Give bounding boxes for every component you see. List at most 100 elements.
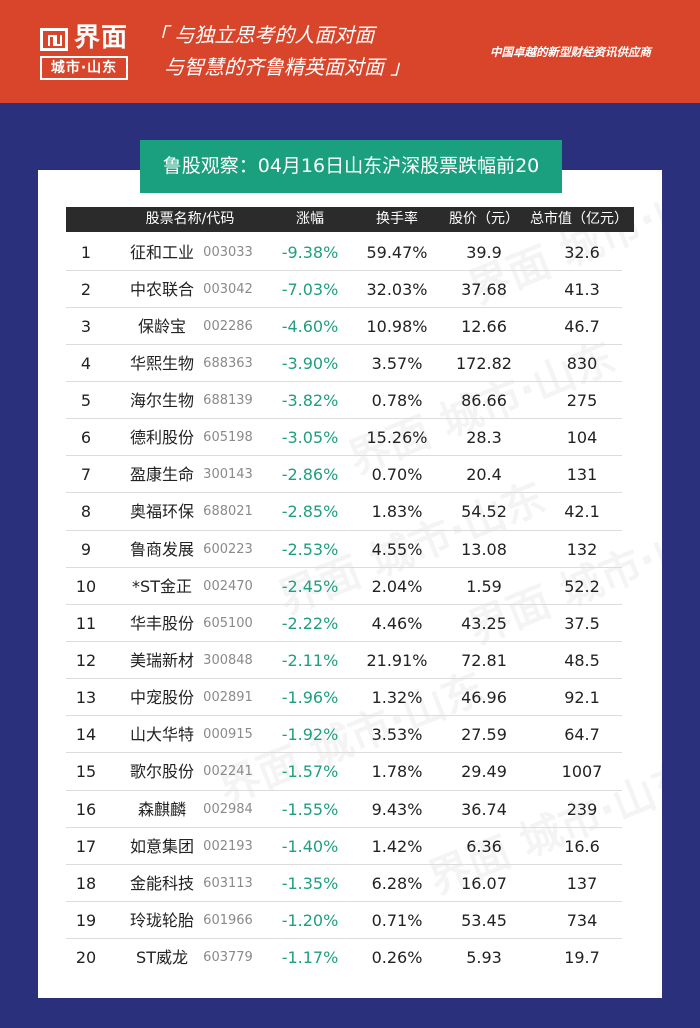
- turnover-cell: 0.78%: [371, 391, 423, 411]
- rank-cell: 5: [80, 391, 92, 411]
- rank-cell: 8: [80, 502, 92, 522]
- market-cap-cell: 275: [566, 391, 598, 411]
- turnover-cell: 1.83%: [371, 502, 423, 522]
- rank-cell: 7: [80, 465, 92, 485]
- stock-name: 鲁商发展: [129, 539, 194, 559]
- rank-cell: 20: [75, 948, 97, 968]
- change-cell: -3.82%: [281, 391, 339, 411]
- table-row: 19 玲珑轮胎 601966 -1.20% 0.71% 53.45 734: [0, 902, 700, 940]
- logo-subtitle: 城市·山东: [40, 56, 128, 80]
- price-cell: 20.4: [466, 465, 502, 485]
- change-cell: -1.35%: [281, 873, 339, 893]
- stock-code: 600223: [203, 541, 253, 557]
- table-header: 股票名称/代码 涨幅 换手率 股价（元） 总市值（亿元）: [66, 207, 634, 232]
- table-row: 17 如意集团 002193 -1.40% 1.42% 6.36 16.6: [0, 828, 700, 866]
- change-cell: -2.45%: [281, 576, 339, 596]
- rank-cell: 18: [75, 873, 97, 893]
- change-cell: -3.05%: [281, 428, 339, 448]
- price-cell: 28.3: [466, 428, 502, 448]
- turnover-cell: 32.03%: [366, 279, 428, 299]
- rank-cell: 14: [75, 725, 97, 745]
- change-cell: -2.22%: [281, 613, 339, 633]
- stock-code: 002241: [203, 764, 253, 780]
- rank-cell: 17: [75, 836, 97, 856]
- turnover-cell: 4.55%: [371, 539, 423, 559]
- page-title: 鲁股观察：04月16日山东沪深股票跌幅前20: [140, 140, 562, 193]
- stock-code: 002470: [203, 578, 253, 594]
- price-cell: 27.59: [461, 725, 507, 745]
- market-cap-cell: 32.6: [564, 242, 600, 262]
- market-cap-cell: 64.7: [564, 725, 600, 745]
- stock-code: 603779: [203, 950, 253, 966]
- stock-code: 002193: [203, 838, 253, 854]
- price-cell: 39.9: [466, 242, 502, 262]
- rank-cell: 2: [80, 279, 92, 299]
- price-cell: 6.36: [466, 836, 502, 856]
- rank-cell: 19: [75, 911, 97, 931]
- table-row: 14 山大华特 000915 -1.92% 3.53% 27.59 64.7: [0, 716, 700, 754]
- table-row: 20 ST威龙 603779 -1.17% 0.26% 5.93 19.7: [0, 939, 700, 976]
- logo-icon: [40, 28, 68, 51]
- slogan-line-2: 与智慧的齐鲁精英面对面 」: [164, 55, 411, 79]
- turnover-cell: 0.26%: [371, 948, 423, 968]
- turnover-cell: 15.26%: [366, 428, 428, 448]
- rank-cell: 4: [80, 353, 92, 373]
- market-cap-cell: 42.1: [564, 502, 600, 522]
- table-row: 9 鲁商发展 600223 -2.53% 4.55% 13.08 132: [0, 531, 700, 568]
- stock-name: 中农联合: [129, 279, 194, 299]
- stock-name: 玲珑轮胎: [129, 911, 194, 931]
- table-row: 16 森麒麟 002984 -1.55% 9.43% 36.74 239: [0, 791, 700, 828]
- column-header-change: 涨幅: [296, 211, 324, 227]
- turnover-cell: 10.98%: [366, 316, 428, 336]
- rank-cell: 3: [80, 316, 92, 336]
- change-cell: -4.60%: [281, 316, 339, 336]
- turnover-cell: 1.32%: [371, 688, 423, 708]
- turnover-cell: 9.43%: [371, 799, 423, 819]
- price-cell: 86.66: [461, 391, 507, 411]
- slogan-line-1: 「 与独立思考的人面对面: [148, 23, 375, 47]
- turnover-cell: 0.70%: [371, 465, 423, 485]
- stock-name: 征和工业: [129, 242, 194, 262]
- table-row: 11 华丰股份 605100 -2.22% 4.46% 43.25 37.5: [0, 605, 700, 643]
- market-cap-cell: 16.6: [564, 836, 600, 856]
- price-cell: 1.59: [466, 576, 502, 596]
- top-banner: 界面 城市·山东 「 与独立思考的人面对面 与智慧的齐鲁精英面对面 」 中国卓越…: [0, 0, 700, 103]
- price-cell: 43.25: [461, 613, 507, 633]
- price-cell: 36.74: [461, 799, 507, 819]
- stock-name: 如意集团: [129, 836, 194, 856]
- stock-code: 605100: [203, 615, 253, 631]
- rank-cell: 15: [75, 762, 97, 782]
- column-header-price: 股价（元）: [449, 211, 519, 227]
- table-row: 6 德利股份 605198 -3.05% 15.26% 28.3 104: [0, 419, 700, 457]
- turnover-cell: 21.91%: [366, 651, 428, 671]
- column-header-turnover: 换手率: [376, 211, 418, 227]
- table-row: 15 歌尔股份 002241 -1.57% 1.78% 29.49 1007: [0, 753, 700, 791]
- price-cell: 172.82: [456, 353, 512, 373]
- change-cell: -1.92%: [281, 725, 339, 745]
- turnover-cell: 3.53%: [371, 725, 423, 745]
- price-cell: 29.49: [461, 762, 507, 782]
- price-cell: 72.81: [461, 651, 507, 671]
- stock-code: 002891: [203, 690, 253, 706]
- change-cell: -1.96%: [281, 688, 339, 708]
- change-cell: -2.11%: [281, 651, 339, 671]
- stock-name: 森麒麟: [137, 799, 186, 819]
- market-cap-cell: 137: [566, 873, 598, 893]
- column-header-market-cap: 总市值（亿元）: [530, 211, 628, 227]
- stock-code: 688021: [203, 504, 253, 520]
- rank-cell: 12: [75, 651, 97, 671]
- rank-cell: 10: [75, 576, 97, 596]
- market-cap-cell: 734: [566, 911, 598, 931]
- change-cell: -1.40%: [281, 836, 339, 856]
- turnover-cell: 6.28%: [371, 873, 423, 893]
- rank-cell: 16: [75, 799, 97, 819]
- market-cap-cell: 19.7: [564, 948, 600, 968]
- market-cap-cell: 37.5: [564, 613, 600, 633]
- price-cell: 37.68: [461, 279, 507, 299]
- change-cell: -7.03%: [281, 279, 339, 299]
- stock-name: 美瑞新材: [129, 651, 194, 671]
- table-row: 8 奥福环保 688021 -2.85% 1.83% 54.52 42.1: [0, 493, 700, 531]
- market-cap-cell: 1007: [561, 762, 603, 782]
- logo-text: 界面: [74, 23, 129, 53]
- column-header-name-code: 股票名称/代码: [145, 211, 235, 227]
